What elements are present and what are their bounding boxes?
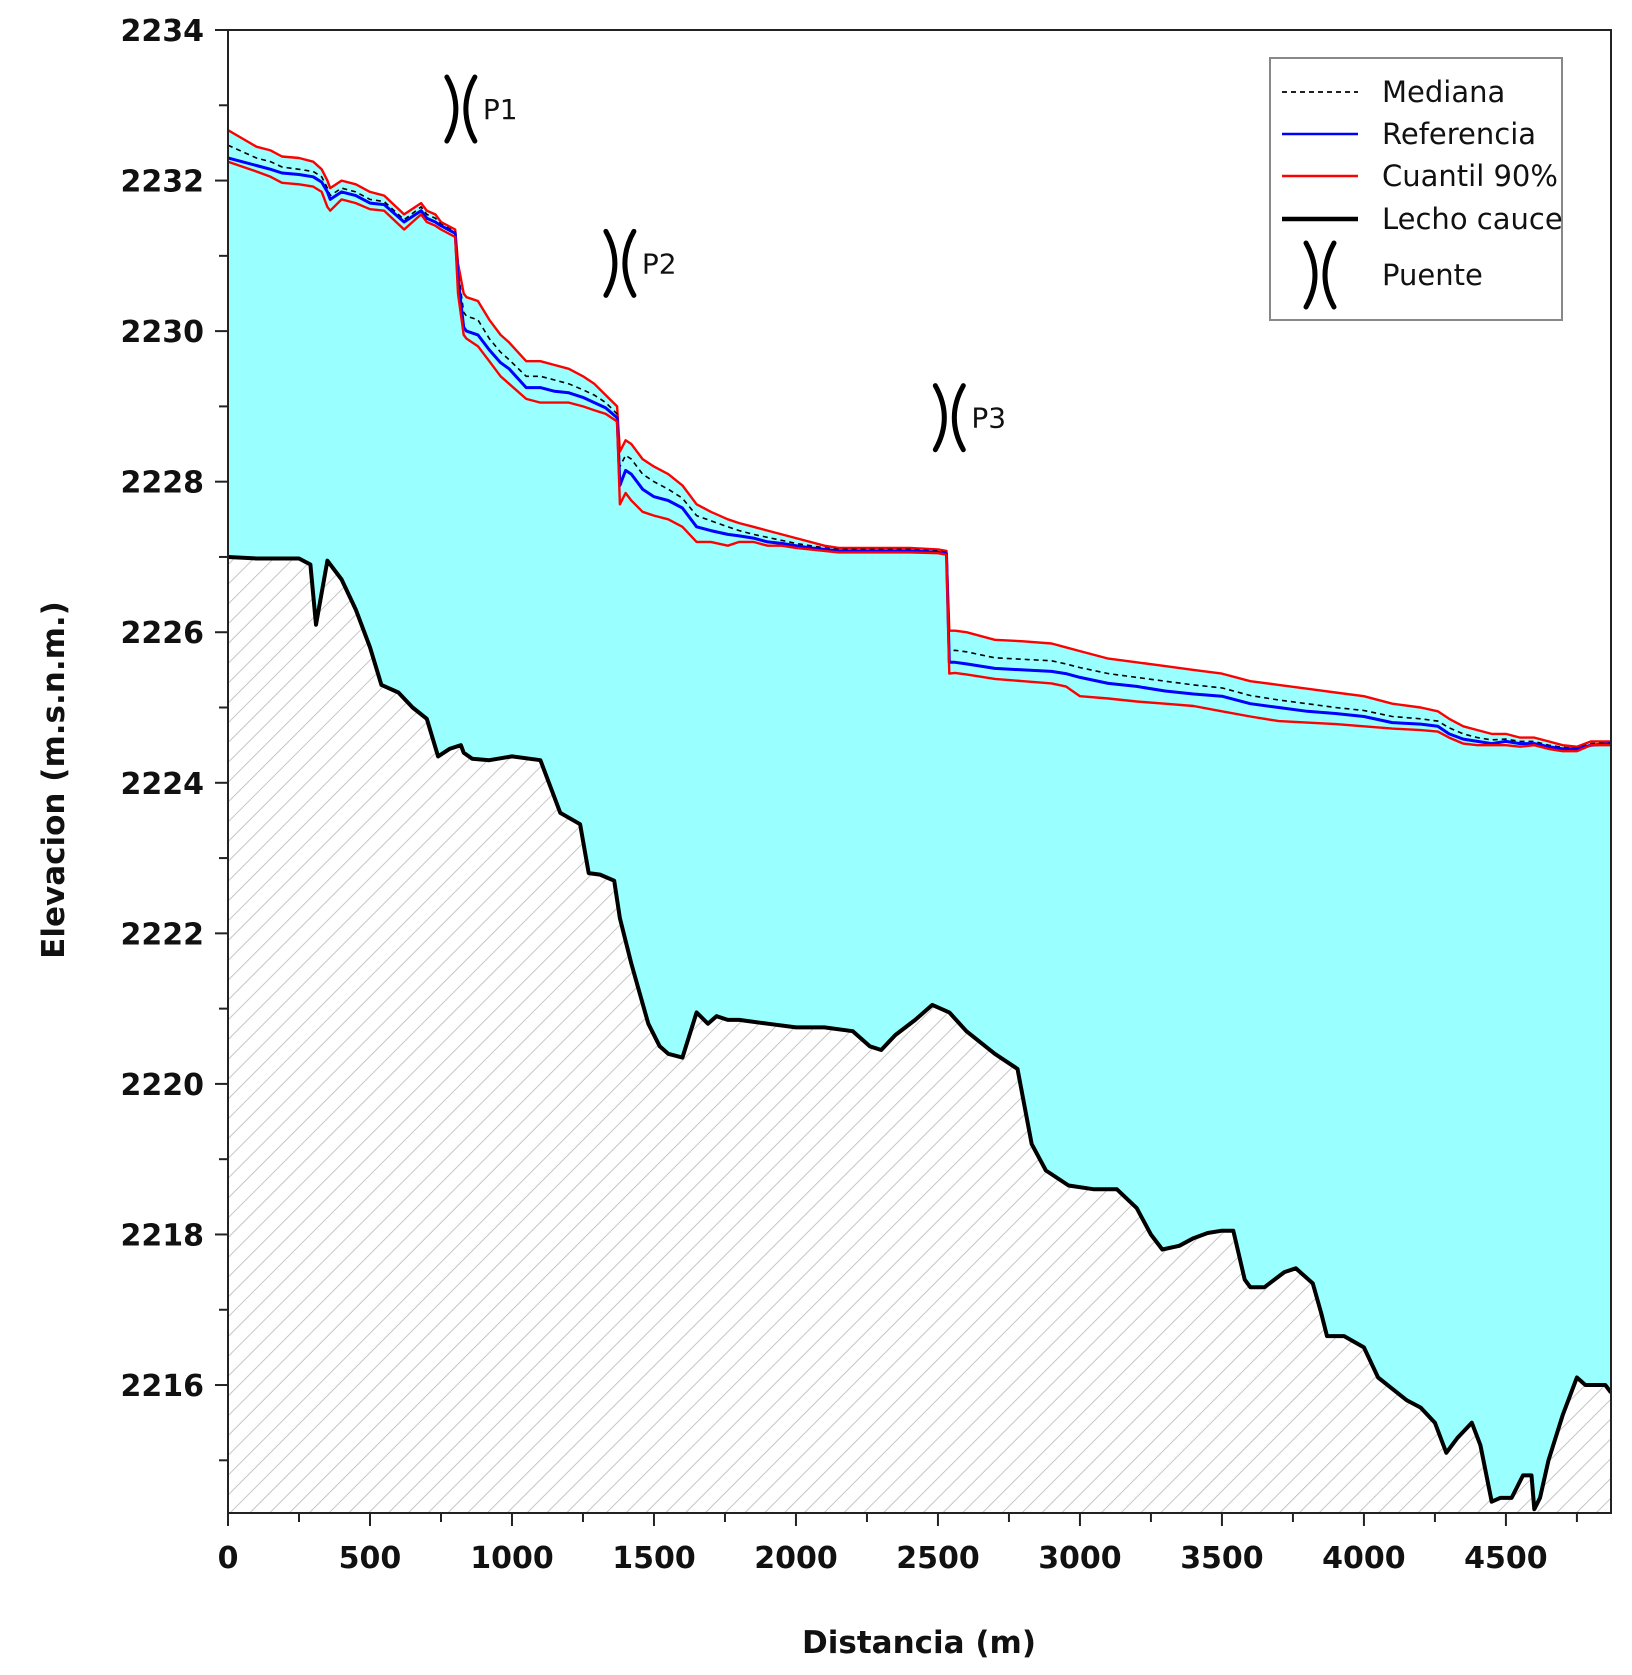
y-tick-label: 2216 (121, 1369, 205, 1404)
bridge-bracket-right (622, 228, 637, 298)
bridge-bracket-left (1303, 240, 1318, 310)
x-tick-label: 1000 (470, 1541, 554, 1576)
legend-label: Cuantil 90% (1382, 159, 1558, 193)
bridge-bracket-left (932, 383, 947, 453)
bridge-bracket-right (1322, 240, 1337, 310)
x-axis-title: Distancia (m) (802, 1625, 1036, 1661)
x-tick-label: 500 (339, 1541, 402, 1576)
bridge-symbol-p2 (603, 228, 637, 298)
bridge-bracket-right (463, 74, 478, 144)
legend-label: Puente (1382, 258, 1483, 292)
bridge-label: P3 (971, 402, 1006, 435)
legend-box (1269, 57, 1563, 321)
x-tick-label: 0 (218, 1541, 239, 1576)
bridge-bracket-left (603, 228, 618, 298)
bridge-label: P1 (483, 93, 518, 126)
legend: Mediana Referencia Cuantil 90% Lecho cauce P… (1269, 57, 1563, 321)
x-tick-label: 1500 (612, 1541, 696, 1576)
series-line-mediana-1 (228, 144, 1611, 749)
ground-hatch (228, 557, 1611, 1513)
legend-label: Referencia (1382, 117, 1536, 151)
y-tick-label: 2226 (121, 616, 205, 651)
x-tick-label: 2500 (896, 1541, 980, 1576)
water-area (228, 130, 1611, 1510)
series-line-referencia-2 (228, 156, 1611, 751)
x-tick-label: 3500 (1180, 1541, 1264, 1576)
y-tick-label: 2224 (121, 767, 205, 802)
bridge-label: P2 (642, 247, 677, 280)
y-tick-label: 2232 (121, 165, 205, 200)
x-tick-label: 4000 (1322, 1541, 1406, 1576)
bridge-symbol-p1 (444, 74, 478, 144)
x-tick-label: 2000 (754, 1541, 838, 1576)
y-tick-label: 2234 (121, 14, 205, 49)
x-tick-label: 4500 (1464, 1541, 1548, 1576)
y-tick-label: 2228 (121, 466, 205, 501)
y-tick-label: 2218 (121, 1218, 205, 1253)
legend-label: Lecho cauce (1382, 202, 1563, 236)
plot-frame (227, 29, 1612, 1514)
x-tick-label: 3000 (1038, 1541, 1122, 1576)
bridge-symbol-p3 (932, 383, 966, 453)
legend-swatch-puente (1303, 240, 1337, 310)
bridge-bracket-right (951, 383, 966, 453)
series-line-cuantil-90--0 (228, 129, 1611, 748)
bridge-bracket-left (444, 74, 459, 144)
series-line-lecho-cauce (228, 555, 1611, 1512)
y-tick-label: 2220 (121, 1068, 205, 1103)
legend-label: Mediana (1382, 75, 1505, 109)
y-tick-label: 2222 (121, 917, 205, 952)
y-axis-title: Elevacion (m.s.n.m.) (36, 601, 72, 959)
series-line-cuantil-90--3 (228, 160, 1611, 753)
y-tick-label: 2230 (121, 315, 205, 350)
